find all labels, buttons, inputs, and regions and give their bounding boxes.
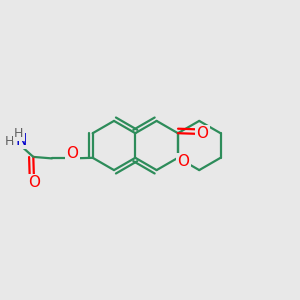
Text: H: H: [5, 135, 15, 148]
Text: O: O: [66, 146, 78, 160]
Text: O: O: [28, 175, 40, 190]
Text: O: O: [177, 154, 189, 169]
Text: H: H: [14, 127, 24, 140]
Text: N: N: [16, 133, 27, 148]
Text: O: O: [196, 126, 208, 141]
